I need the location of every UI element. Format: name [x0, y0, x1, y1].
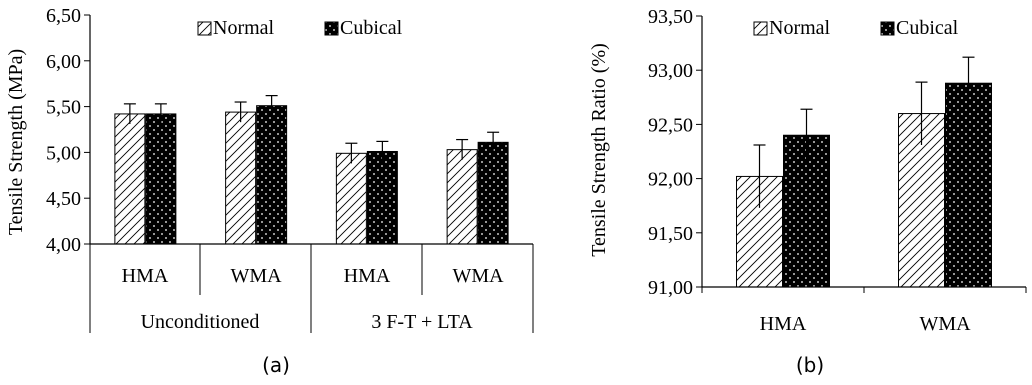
bar-cubical-wma [256, 105, 288, 245]
y-tick-label: 5,50 [46, 97, 81, 119]
y-tick-label: 4,00 [46, 234, 81, 256]
legend-a: Normal Cubical [197, 17, 403, 39]
y-tick-label: 6,00 [46, 51, 81, 73]
bar-normal-hma [114, 113, 146, 245]
bars-b [736, 56, 992, 288]
bar-cubical-wma [477, 141, 509, 245]
x-tick-wma-unconditioned: WMA [230, 265, 282, 287]
y-axis-label-b: Tensile Strength Ratio (%) [588, 43, 610, 257]
y-tick-label: 5,00 [46, 142, 81, 164]
group-label-conditioned: 3 F-T + LTA [371, 311, 473, 333]
y-tick-label: 91,50 [648, 223, 693, 245]
bar-normal-hma [335, 152, 367, 245]
bar-cubical-wma [945, 82, 992, 288]
legend-label-cubical-b: Cubical [896, 17, 959, 39]
chart-panel-b: Tensile Strength Ratio (%) 91,00 91,50 92,… [588, 6, 1027, 377]
y-tick-label: 93,50 [648, 6, 693, 28]
legend-label-normal-b: Normal [769, 17, 831, 39]
x-tick-hma-b: HMA [760, 313, 807, 335]
y-tick-label: 92,50 [648, 114, 693, 136]
bar-normal-wma [446, 149, 478, 245]
y-axis-label-a: Tensile Strength (MPa) [5, 49, 27, 235]
y-tick-label: 4,50 [46, 188, 81, 210]
legend-label-cubical-a: Cubical [340, 17, 403, 39]
legend-label-normal-a: Normal [213, 17, 275, 39]
legend-swatch-normal-a [197, 21, 212, 36]
y-tick-label: 92,00 [648, 169, 693, 191]
legend-swatch-normal-b [753, 21, 768, 36]
axes-b [696, 15, 1027, 293]
x-tick-wma-conditioned: WMA [452, 265, 504, 287]
axes-a [84, 14, 534, 333]
bar-cubical-hma [145, 113, 177, 245]
group-label-unconditioned: Unconditioned [141, 311, 260, 333]
legend-swatch-cubical-a [324, 21, 339, 36]
y-tick-labels-a: 4,00 4,50 5,00 5,50 6,00 6,50 [46, 5, 81, 256]
bar-cubical-hma [366, 150, 398, 245]
legend-swatch-cubical-b [880, 21, 895, 36]
panel-label-a: (a) [262, 353, 290, 377]
y-tick-label: 6,50 [46, 5, 81, 27]
bars-a [114, 95, 509, 245]
x-tick-wma-b: WMA [919, 313, 971, 335]
chart-panel-a: Tensile Strength (MPa) 4,00 4,50 5,00 5,50 6… [5, 5, 534, 377]
legend-b: Normal Cubical [753, 17, 959, 39]
bar-normal-wma [225, 111, 257, 245]
y-tick-label: 91,00 [648, 277, 693, 299]
x-tick-hma-unconditioned: HMA [122, 265, 169, 287]
panel-label-b: (b) [796, 353, 824, 377]
x-tick-hma-conditioned: HMA [344, 265, 391, 287]
y-tick-label: 93,00 [648, 60, 693, 82]
y-tick-labels-b: 91,00 91,50 92,00 92,50 93,00 93,50 [648, 6, 693, 299]
